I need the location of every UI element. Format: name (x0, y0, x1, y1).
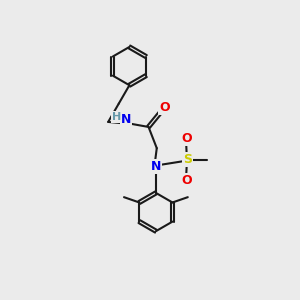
Text: O: O (181, 132, 191, 145)
Text: H: H (112, 112, 121, 122)
Text: O: O (159, 101, 170, 114)
Text: N: N (121, 113, 131, 126)
Text: O: O (181, 174, 191, 187)
Text: S: S (183, 153, 192, 166)
Text: N: N (151, 160, 161, 173)
